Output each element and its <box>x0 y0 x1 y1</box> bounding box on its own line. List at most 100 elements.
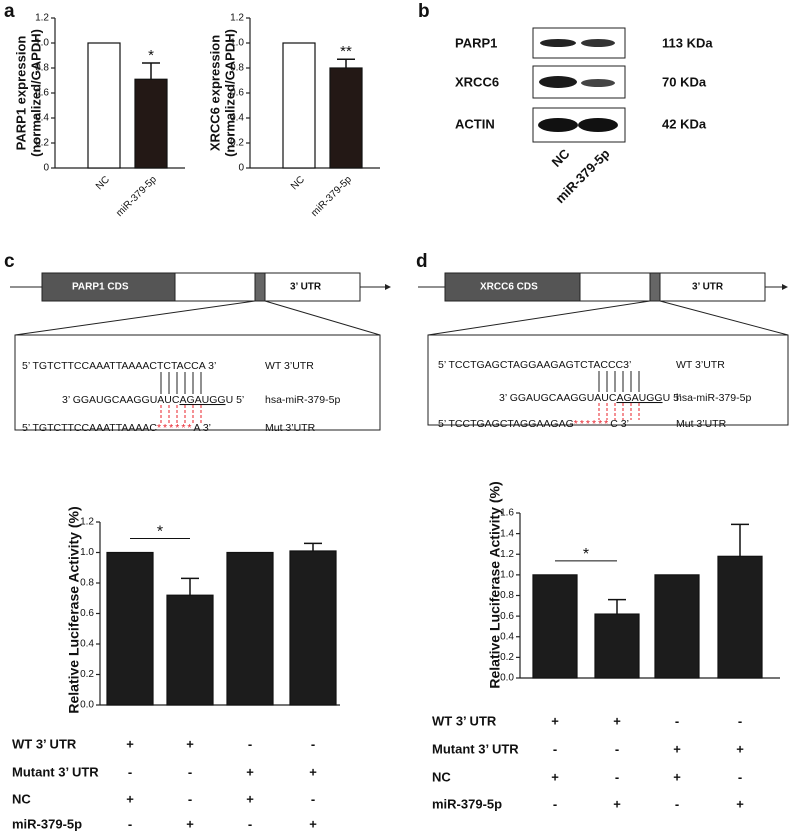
cell: + <box>246 791 254 806</box>
row-label: Mutant 3’ UTR <box>12 764 99 779</box>
x-tick-label: NC <box>289 174 307 192</box>
y-tick-label: 0.4 <box>80 639 94 650</box>
y-tick-label: 1.2 <box>500 549 514 560</box>
utr-box <box>174 272 256 302</box>
y-tick-label: 1.2 <box>80 517 94 528</box>
utr-box <box>579 272 651 302</box>
cell: - <box>553 741 557 756</box>
arrow <box>385 284 391 290</box>
utr-box <box>264 272 361 302</box>
cell: - <box>188 764 192 779</box>
y-tick-label: 1.0 <box>230 38 244 49</box>
mut-sequence: 5’ TGTCTTCCAAATTAAAAC******A 3’ <box>22 422 211 434</box>
row-label: WT 3’ UTR <box>432 713 497 728</box>
seq-part: U 5’ <box>663 392 682 404</box>
pairing <box>598 371 640 392</box>
y-tick-label: 1.0 <box>500 570 514 581</box>
y-tick-label: 0.8 <box>80 578 94 589</box>
band <box>581 79 615 87</box>
seq-part: 3’ GGAUGCAAGGUAUC <box>499 392 617 404</box>
cell: - <box>311 736 315 751</box>
band <box>539 76 577 88</box>
cell: - <box>675 796 679 811</box>
zoom-line <box>659 300 789 336</box>
cell: + <box>736 796 744 811</box>
y-tick-label: 0.8 <box>230 63 244 74</box>
cds-box <box>444 272 581 302</box>
mir-sequence: 3’ GGAUGCAAGGUAUCAGAUGGU 5’ <box>499 392 681 404</box>
panel-label: d <box>416 251 428 272</box>
significance: * <box>157 524 163 541</box>
pairing <box>160 372 202 394</box>
mir-label: hsa-miR-379-5p <box>676 392 751 404</box>
mir-sequence: 3’ GGAUGCAAGGUAUCAGAUGGU 5’ <box>62 394 244 406</box>
cell: - <box>311 791 315 806</box>
site-box <box>254 272 266 302</box>
cell: + <box>613 713 621 728</box>
cell: - <box>553 796 557 811</box>
row-label: miR-379-5p <box>432 796 502 811</box>
wt-label: WT 3’UTR <box>676 359 725 371</box>
y-tick-label: 0.4 <box>230 113 244 124</box>
sequence-box <box>427 334 789 426</box>
y-tick-label: 1.6 <box>500 508 514 519</box>
row-label: NC <box>12 791 31 806</box>
utr-label: 3’ UTR <box>692 282 724 293</box>
cell: + <box>309 764 317 779</box>
gene-diagram: XRCC6 CDS 3’ UTR 5’ TCCTGAGCTAGGAAGAGTCT… <box>418 272 789 430</box>
y-tick-label: 0.8 <box>35 63 49 74</box>
cell: - <box>248 816 252 831</box>
sequence-box <box>14 334 381 431</box>
lane-label: NC <box>549 146 573 170</box>
panel-label: a <box>4 1 15 22</box>
seq-part: U 5’ <box>226 394 245 406</box>
cell: - <box>615 769 619 784</box>
x-tick-label: NC <box>94 174 112 192</box>
cell: - <box>128 816 132 831</box>
y-tick-label: 1.2 <box>230 13 244 24</box>
y-axis-label: Relative Luciferase Activity (%) <box>487 481 503 688</box>
cell: - <box>738 713 742 728</box>
zoom-line <box>427 300 651 336</box>
significance: * <box>148 47 154 64</box>
cell: + <box>126 736 134 751</box>
y-axis-label: (normalized/GAPDH) <box>222 29 237 157</box>
cell: - <box>188 791 192 806</box>
mut-label: Mut 3’UTR <box>265 422 316 434</box>
y-tick-label: 0.6 <box>230 88 244 99</box>
size-label: 42 KDa <box>662 116 707 131</box>
panel-label: c <box>4 251 15 272</box>
bar <box>329 67 363 169</box>
cell: + <box>309 816 317 831</box>
y-tick-label: 0.4 <box>35 113 49 124</box>
mutation: ****** <box>157 422 194 434</box>
mutation: ****** <box>574 418 611 430</box>
cell: + <box>551 769 559 784</box>
mut-sequence: 5’ TCCTGAGCTAGGAAGAG******C 3’ <box>438 418 629 430</box>
cell: + <box>736 741 744 756</box>
size-label: 70 KDa <box>662 74 707 89</box>
seq-part: 5’ TCCTGAGCTAGGAAGAG <box>438 418 574 430</box>
x-tick-label: miR-379-5p <box>114 174 159 219</box>
zoom-line <box>14 300 256 336</box>
utr-box <box>659 272 766 302</box>
mut-pairing <box>160 405 202 424</box>
cell: + <box>186 816 194 831</box>
protein-label: XRCC6 <box>455 74 499 89</box>
y-tick-label: 0.4 <box>500 631 514 642</box>
bar <box>87 42 121 169</box>
band <box>581 39 615 47</box>
row-label: Mutant 3’ UTR <box>432 741 519 756</box>
wt-label: WT 3’UTR <box>265 360 314 372</box>
y-axis-label: Relative Luciferase Activity (%) <box>66 506 82 713</box>
x-tick-label: miR-379-5p <box>309 174 354 219</box>
y-tick-label: 0.2 <box>35 138 49 149</box>
seq-part: C 3’ <box>610 418 629 430</box>
cell: - <box>248 736 252 751</box>
utr-label: 3’ UTR <box>290 282 322 293</box>
y-tick-label: 0.0 <box>500 673 514 684</box>
bar <box>532 574 578 679</box>
y-tick-label: 1.0 <box>80 547 94 558</box>
wt-sequence: 5’ TGTCTTCCAAATTAAAACTCTACCA 3’ <box>22 360 216 372</box>
bar <box>282 42 316 169</box>
